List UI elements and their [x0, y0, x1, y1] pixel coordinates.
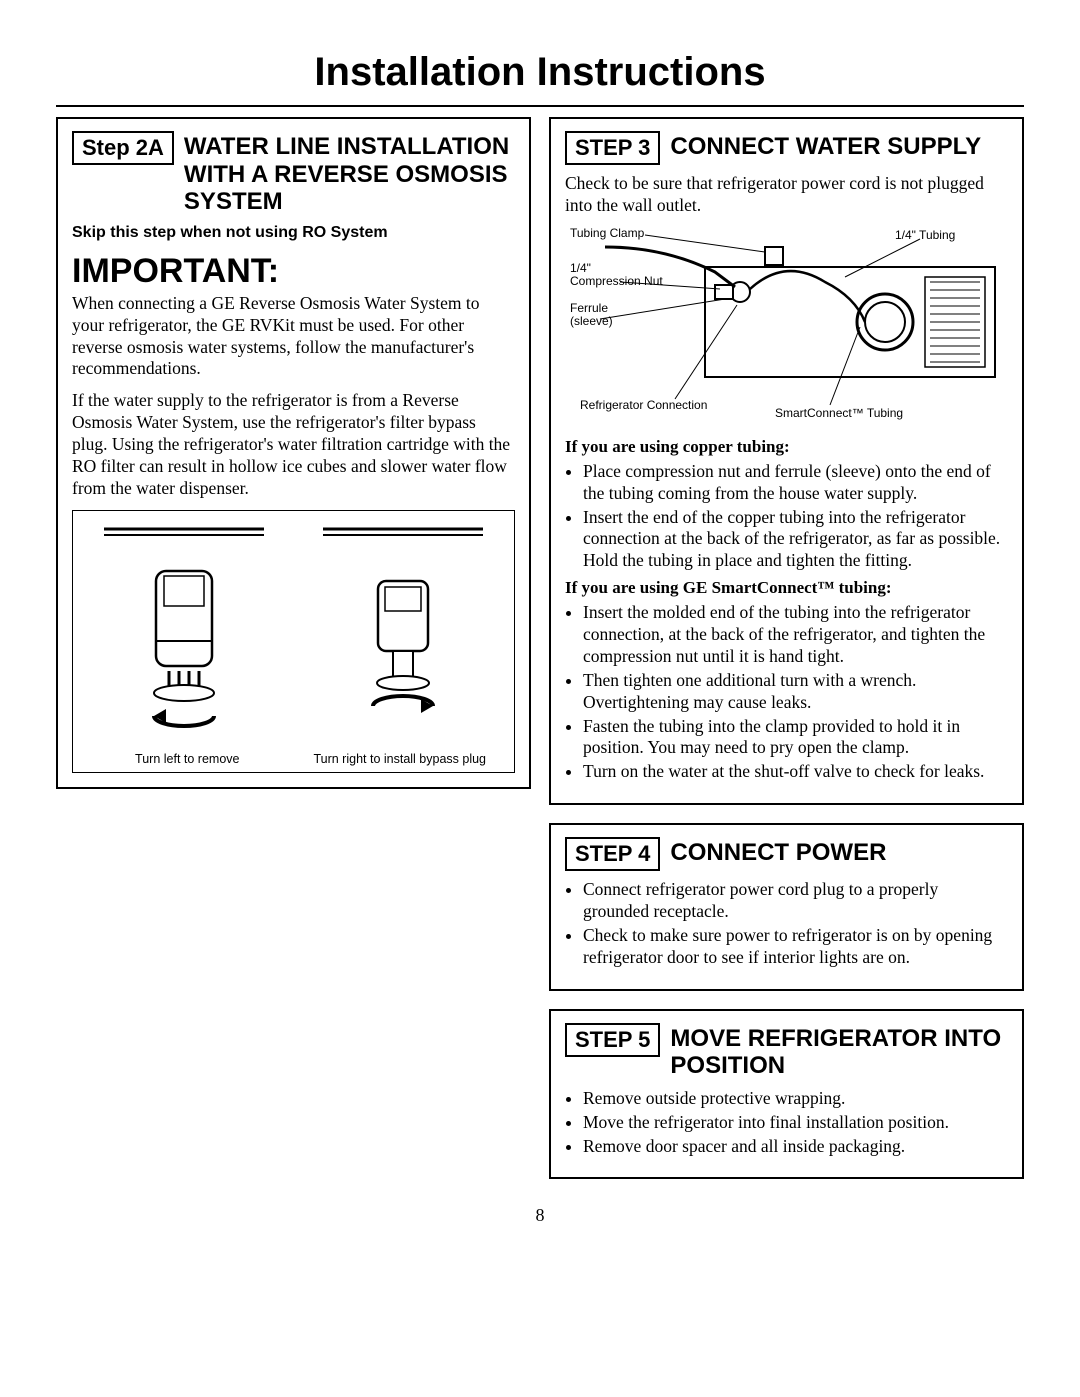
step5-bullet-2: Remove door spacer and all inside packag…	[583, 1136, 1008, 1158]
label-quarter-tubing: 1/4" Tubing	[895, 228, 955, 242]
step-2a-header: Step 2A WATER LINE INSTALLATION WITH A R…	[72, 131, 515, 216]
step4-bullet-1: Check to make sure power to refrigerator…	[583, 925, 1008, 969]
step-3-badge: STEP 3	[565, 131, 660, 165]
step5-bullet-1: Move the refrigerator into final install…	[583, 1112, 1008, 1134]
smart-heading: If you are using GE SmartConnect™ tubing…	[565, 578, 1008, 598]
copper-bullet-1: Insert the end of the copper tubing into…	[583, 507, 1008, 573]
page-number: 8	[56, 1205, 1024, 1226]
page: Installation Instructions Step 2A WATER …	[0, 0, 1080, 1256]
label-tubing-clamp: Tubing Clamp	[570, 227, 645, 240]
filter-caption-left: Turn left to remove	[81, 752, 294, 766]
filter-caption-row: Turn left to remove Turn right to instal…	[81, 752, 506, 766]
copper-bullets: Place compression nut and ferrule (sleev…	[565, 461, 1008, 572]
refrigerator-rear-icon: Tubing Clamp 1/4" Compression Nut Ferrul…	[565, 227, 1005, 422]
top-rule	[56, 105, 1024, 107]
step-3-box: STEP 3 CONNECT WATER SUPPLY Check to be …	[549, 117, 1024, 805]
filter-diagram-box: Turn left to remove Turn right to instal…	[72, 510, 515, 773]
smart-bullet-0: Insert the molded end of the tubing into…	[583, 602, 1008, 668]
label-ferrule-2: (sleeve)	[570, 314, 613, 328]
filter-remove-icon	[94, 521, 274, 746]
step4-bullet-0: Connect refrigerator power cord plug to …	[583, 879, 1008, 923]
smart-bullet-1: Then tighten one additional turn with a …	[583, 670, 1008, 714]
page-title: Installation Instructions	[56, 50, 1024, 95]
step-4-badge: STEP 4	[565, 837, 660, 871]
label-compression-nut-2: Compression Nut	[570, 274, 663, 288]
step-2a-p2: If the water supply to the refrigerator …	[72, 390, 515, 499]
step-2a-box: Step 2A WATER LINE INSTALLATION WITH A R…	[56, 117, 531, 789]
step-3-title: CONNECT WATER SUPPLY	[670, 133, 981, 161]
copper-bullet-0: Place compression nut and ferrule (sleev…	[583, 461, 1008, 505]
filter-right-unit	[301, 521, 507, 746]
step-5-badge: STEP 5	[565, 1023, 660, 1057]
smart-bullets: Insert the molded end of the tubing into…	[565, 602, 1008, 783]
smart-bullet-3: Turn on the water at the shut-off valve …	[583, 761, 1008, 783]
label-smartconnect-tubing: SmartConnect™ Tubing	[775, 406, 903, 420]
label-refrigerator-connection: Refrigerator Connection	[580, 398, 707, 412]
step-4-box: STEP 4 CONNECT POWER Connect refrigerato…	[549, 823, 1024, 991]
step-3-p1: Check to be sure that refrigerator power…	[565, 173, 1008, 217]
filter-caption-right: Turn right to install bypass plug	[294, 752, 507, 766]
step-2a-title: WATER LINE INSTALLATION WITH A REVERSE O…	[184, 133, 515, 216]
step-3-header: STEP 3 CONNECT WATER SUPPLY	[565, 131, 1008, 165]
step-4-header: STEP 4 CONNECT POWER	[565, 837, 1008, 871]
step-5-title: MOVE REFRIGERATOR INTO POSITION	[670, 1025, 1008, 1080]
step-5-header: STEP 5 MOVE REFRIGERATOR INTO POSITION	[565, 1023, 1008, 1080]
right-column: STEP 3 CONNECT WATER SUPPLY Check to be …	[549, 117, 1024, 1179]
label-compression-nut-1: 1/4"	[570, 261, 591, 275]
step5-bullet-0: Remove outside protective wrapping.	[583, 1088, 1008, 1110]
step-5-bullets: Remove outside protective wrapping. Move…	[565, 1088, 1008, 1158]
left-column: Step 2A WATER LINE INSTALLATION WITH A R…	[56, 117, 531, 1179]
label-ferrule-1: Ferrule	[570, 301, 608, 315]
filter-install-icon	[313, 521, 493, 746]
smart-bullet-2: Fasten the tubing into the clamp provide…	[583, 716, 1008, 760]
step-2a-p1: When connecting a GE Reverse Osmosis Wat…	[72, 293, 515, 381]
grille-icon	[925, 277, 985, 367]
connection-diagram: Tubing Clamp 1/4" Compression Nut Ferrul…	[565, 227, 1008, 427]
step-5-box: STEP 5 MOVE REFRIGERATOR INTO POSITION R…	[549, 1009, 1024, 1180]
skip-note: Skip this step when not using RO System	[72, 224, 515, 242]
important-label: IMPORTANT:	[72, 252, 515, 291]
filter-diagram	[81, 521, 506, 746]
copper-heading: If you are using copper tubing:	[565, 437, 1008, 457]
filter-left-unit	[81, 521, 287, 746]
two-column-layout: Step 2A WATER LINE INSTALLATION WITH A R…	[56, 117, 1024, 1179]
step-4-bullets: Connect refrigerator power cord plug to …	[565, 879, 1008, 969]
step-4-title: CONNECT POWER	[670, 839, 886, 867]
step-2a-badge: Step 2A	[72, 131, 174, 165]
